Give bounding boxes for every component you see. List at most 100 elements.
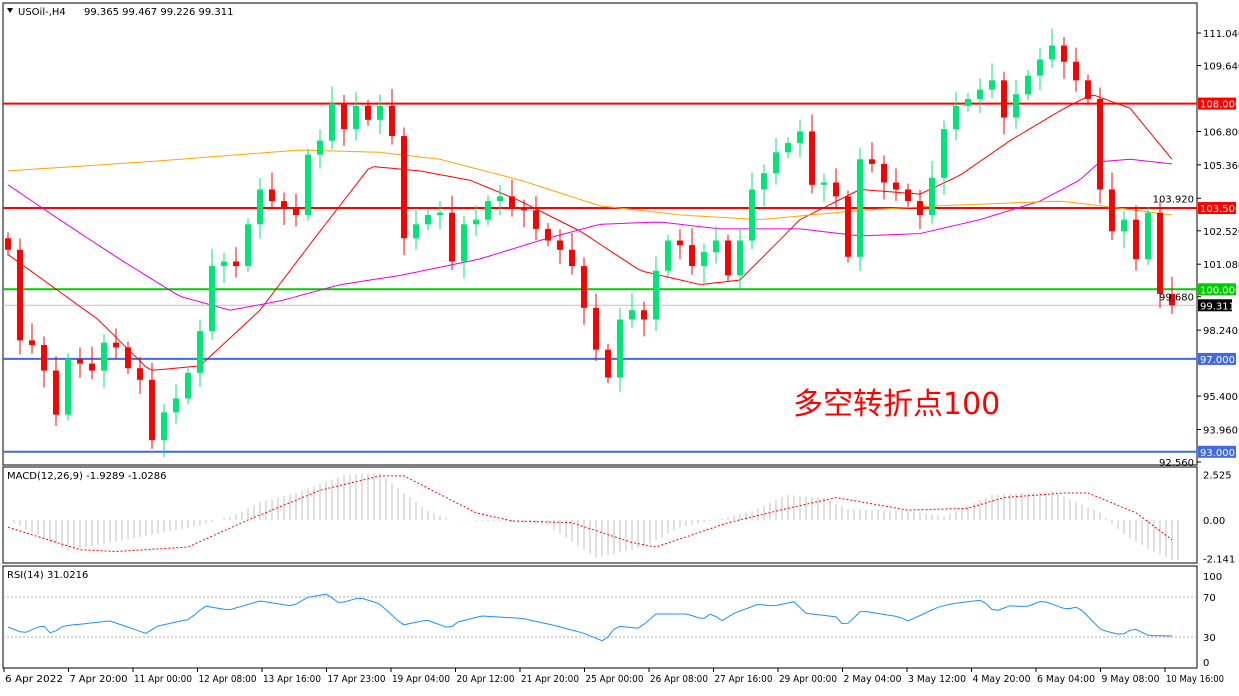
candle-body — [1109, 189, 1115, 232]
candle — [65, 353, 71, 421]
candle — [425, 209, 431, 231]
candle — [329, 86, 335, 150]
candle-body — [461, 224, 467, 262]
time-tick-label: 6 Apr 2022 — [5, 674, 63, 685]
candle-body — [221, 261, 227, 267]
price-level-tag-label: 103.500 — [1200, 204, 1239, 215]
candle-body — [1157, 212, 1163, 294]
candle — [353, 91, 359, 141]
candle-body — [1025, 75, 1031, 95]
candle-body — [209, 266, 215, 332]
candle — [1157, 201, 1163, 309]
macd-pane[interactable]: MACD(12,26,9) -1.9289 -1.0286 2.525 0.00 -… — [2, 466, 1235, 566]
price-level-tag — [1198, 283, 1236, 296]
rsi-line — [7, 593, 1173, 642]
candle — [797, 120, 803, 158]
candle — [881, 155, 887, 200]
candle-body — [845, 196, 851, 257]
candle-body — [425, 215, 431, 225]
candle — [125, 341, 131, 375]
price-tick-label: 99.680 — [1159, 293, 1194, 304]
candle — [713, 226, 719, 264]
macd-tick-label: 0.00 — [1203, 516, 1225, 527]
rsi-pane[interactable]: RSI(14) 31.0216 100 70 30 0 — [2, 565, 1222, 669]
candle-body — [377, 105, 383, 120]
candle-body — [977, 89, 983, 99]
candle — [473, 205, 479, 236]
candle — [389, 88, 395, 145]
candle-body — [233, 261, 239, 267]
time-tick-label: 11 Apr 00:00 — [134, 674, 192, 685]
time-tick-label: 25 Apr 00:00 — [586, 674, 644, 685]
price-tick-label: 95.400 — [1203, 392, 1238, 403]
time-tick-label: 29 Apr 00:00 — [779, 674, 837, 685]
candle-body — [125, 347, 131, 369]
candle — [821, 173, 827, 202]
candle-body — [1085, 80, 1091, 99]
time-tick-label: 27 Apr 16:00 — [715, 674, 773, 685]
price-level-tag-label: 97.000 — [1200, 355, 1235, 366]
candle-body — [137, 368, 143, 380]
candle-body — [77, 358, 83, 364]
candle — [41, 336, 47, 388]
candle-body — [41, 345, 47, 371]
candle-body — [1013, 94, 1019, 118]
candle-body — [353, 105, 359, 130]
rsi-tick-label: 100 — [1203, 572, 1222, 583]
candle — [845, 190, 851, 263]
candle — [641, 301, 647, 337]
candle — [737, 229, 743, 290]
candle — [1109, 172, 1115, 240]
candle — [113, 328, 119, 359]
candle — [653, 256, 659, 331]
candle — [1097, 87, 1103, 204]
candle-body — [581, 266, 587, 308]
candle-body — [317, 140, 323, 155]
candle-body — [281, 201, 287, 209]
candle-body — [749, 189, 755, 241]
candle-body — [293, 208, 299, 215]
price-level-tag-label: 93.000 — [1200, 448, 1235, 459]
candle — [1085, 74, 1091, 105]
candle-body — [641, 310, 647, 320]
price-tick-label: 102.520 — [1203, 227, 1239, 238]
candle — [293, 193, 299, 227]
candle-body — [629, 310, 635, 320]
candle-body — [785, 143, 791, 153]
collapse-triangle-icon[interactable] — [7, 8, 13, 13]
candle — [581, 257, 587, 325]
candle — [977, 78, 983, 114]
candle — [197, 319, 203, 388]
candle — [689, 228, 695, 275]
candle — [1025, 69, 1031, 101]
candle-body — [617, 319, 623, 378]
candle-body — [449, 212, 455, 262]
candle — [569, 232, 575, 275]
candle-body — [857, 159, 863, 257]
current-price-tag — [1198, 299, 1232, 312]
candle-body — [737, 240, 743, 276]
candle — [953, 91, 959, 141]
price-tick-label: 111.040 — [1203, 29, 1239, 40]
candle — [1073, 47, 1079, 92]
candle-body — [245, 224, 251, 267]
price-pane[interactable]: 多空转折点100 USOil-,H4 99.365 99.467 99.226 … — [2, 2, 1239, 469]
candle-body — [113, 342, 119, 348]
candle — [449, 195, 455, 271]
candle — [869, 142, 875, 173]
candle-body — [257, 189, 263, 225]
price-tick-label: 105.360 — [1203, 161, 1239, 172]
price-level-tag — [1198, 202, 1236, 215]
candle-body — [905, 189, 911, 202]
candle-body — [941, 129, 947, 178]
candle-body — [329, 103, 335, 141]
candle — [53, 356, 59, 427]
price-level-tag — [1198, 97, 1236, 110]
rsi-tick-label: 0 — [1203, 658, 1209, 669]
time-tick-label: 2 May 04:00 — [844, 674, 902, 685]
rsi-tick-label: 70 — [1203, 593, 1216, 604]
time-tick-label: 6 May 04:00 — [1037, 674, 1095, 685]
candle — [437, 201, 443, 230]
candle — [533, 196, 539, 241]
